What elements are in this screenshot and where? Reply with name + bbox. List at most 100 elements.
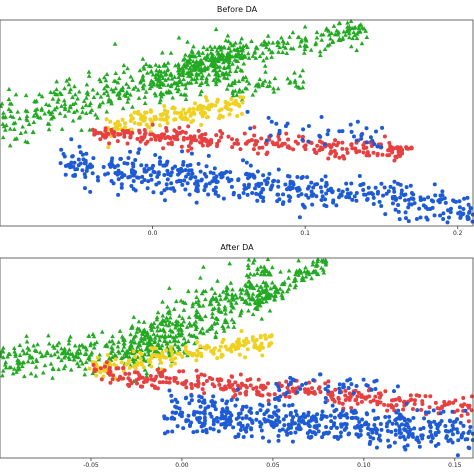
- data-point: [220, 70, 225, 76]
- data-point: [288, 430, 293, 435]
- data-point: [132, 120, 137, 125]
- data-point: [467, 446, 472, 451]
- data-point: [263, 178, 268, 183]
- data-point: [465, 403, 470, 408]
- data-point: [268, 286, 274, 291]
- data-point: [423, 394, 428, 399]
- data-point: [261, 288, 267, 293]
- data-point: [267, 342, 272, 347]
- data-point: [197, 104, 202, 109]
- data-point: [66, 76, 72, 81]
- data-point: [306, 413, 311, 418]
- data-point: [268, 133, 273, 138]
- data-point: [215, 356, 220, 361]
- data-point: [290, 402, 295, 407]
- data-point: [427, 405, 432, 410]
- data-point: [406, 205, 411, 210]
- data-point: [201, 68, 207, 73]
- data-point: [292, 70, 297, 75]
- data-point: [287, 198, 292, 203]
- data-point: [149, 177, 154, 182]
- data-point: [364, 126, 369, 131]
- data-point: [65, 350, 71, 356]
- data-point: [149, 78, 154, 83]
- data-point: [355, 394, 360, 399]
- data-point: [401, 407, 406, 412]
- data-point: [266, 176, 271, 181]
- data-point: [195, 179, 200, 184]
- data-point: [241, 339, 246, 344]
- data-point: [274, 121, 279, 126]
- data-point: [180, 381, 185, 386]
- data-point: [79, 127, 84, 132]
- data-point: [0, 353, 4, 358]
- data-point: [403, 216, 408, 221]
- data-point: [267, 171, 272, 176]
- data-point: [321, 259, 327, 264]
- data-point: [332, 415, 337, 420]
- data-point: [165, 121, 170, 126]
- data-point: [450, 440, 455, 445]
- data-point: [258, 408, 263, 413]
- data-point: [288, 375, 293, 380]
- data-point: [374, 378, 379, 383]
- data-point: [147, 167, 152, 172]
- data-point: [123, 371, 128, 376]
- data-point: [105, 92, 111, 97]
- data-point: [278, 394, 283, 399]
- data-point: [411, 196, 416, 201]
- data-point: [147, 85, 153, 91]
- data-point: [239, 308, 244, 313]
- data-point: [276, 49, 281, 54]
- data-point: [389, 429, 394, 434]
- data-point: [202, 391, 207, 396]
- data-point: [193, 175, 198, 180]
- data-point: [249, 418, 254, 423]
- data-point: [92, 367, 97, 372]
- data-point: [130, 130, 135, 135]
- data-point: [6, 106, 12, 112]
- data-point: [242, 131, 247, 136]
- data-point: [128, 113, 133, 118]
- data-point: [216, 301, 222, 306]
- data-point: [116, 366, 121, 371]
- data-point: [373, 394, 378, 399]
- data-point: [283, 124, 288, 129]
- data-point: [168, 333, 174, 338]
- data-point: [33, 364, 39, 369]
- data-point: [275, 408, 280, 413]
- data-point: [201, 288, 206, 293]
- data-point: [366, 191, 371, 196]
- data-point: [448, 210, 453, 215]
- data-point: [138, 338, 144, 343]
- data-point: [90, 370, 96, 376]
- data-point: [126, 358, 131, 363]
- data-point: [214, 48, 220, 53]
- data-point: [184, 174, 189, 179]
- data-point: [196, 375, 201, 380]
- data-point: [162, 132, 167, 137]
- data-point: [125, 161, 130, 166]
- data-point: [233, 403, 238, 408]
- data-point: [186, 148, 191, 153]
- data-point: [406, 219, 411, 224]
- data-point: [90, 171, 95, 176]
- data-point: [256, 81, 261, 87]
- data-point: [396, 203, 401, 208]
- data-point: [308, 47, 314, 52]
- data-point: [231, 319, 237, 325]
- data-point: [232, 78, 238, 83]
- data-point: [233, 292, 238, 297]
- data-point: [243, 172, 248, 177]
- data-point: [131, 314, 137, 319]
- data-point: [158, 69, 164, 74]
- data-point: [432, 213, 437, 218]
- data-point: [186, 288, 191, 294]
- data-point: [226, 62, 232, 67]
- data-point: [111, 89, 116, 94]
- data-point: [334, 425, 339, 430]
- data-point: [241, 61, 247, 66]
- data-point: [194, 79, 199, 84]
- data-point: [208, 426, 213, 431]
- data-point: [302, 205, 307, 210]
